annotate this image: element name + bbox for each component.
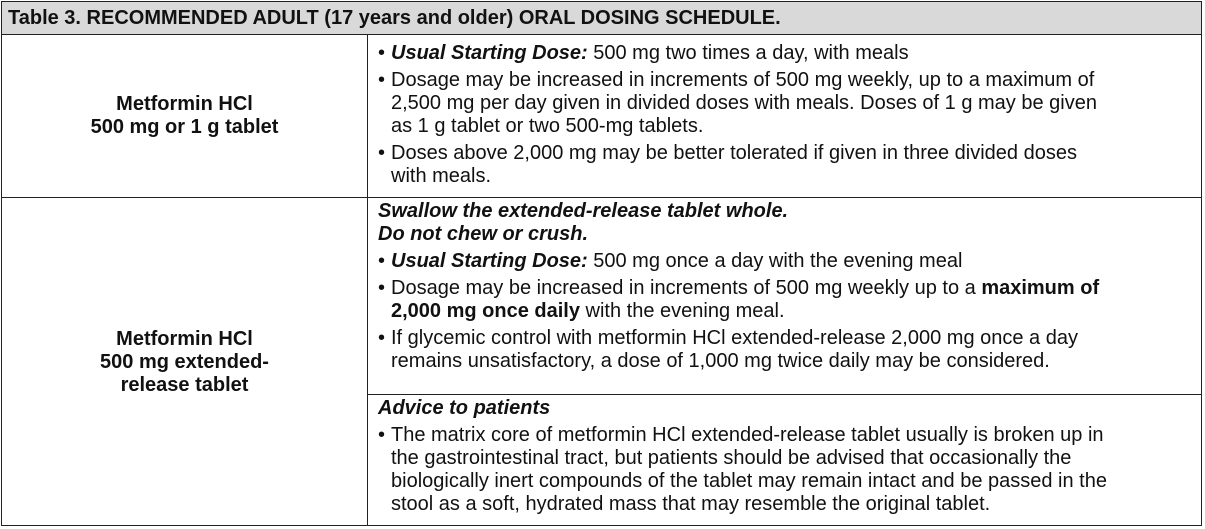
- text-line: biologically inert compounds of the tabl…: [391, 470, 1201, 493]
- bullet-item: Dosage may be increased in increments of…: [378, 69, 1201, 138]
- text-line: The matrix core of metformin HCl extende…: [391, 424, 1201, 447]
- text-line: the gastrointestinal tract, but patients…: [391, 447, 1201, 470]
- bullet-item: Usual Starting Dose: 500 mg two times a …: [378, 42, 1201, 65]
- text-line: 2,000 mg once daily with the evening mea…: [391, 300, 1201, 323]
- text-segment: maximum of: [981, 277, 1100, 299]
- text-segment: the gastrointestinal tract, but patients…: [391, 447, 1072, 469]
- product-form: release tablet: [120, 373, 249, 396]
- text-line: Do not chew or crush.: [378, 223, 1201, 246]
- text-segment: Advice to patients: [378, 397, 551, 419]
- dosing-cell-ir: Usual Starting Dose: 500 mg two times a …: [368, 35, 1201, 198]
- text-segment: 2,500 mg per day given in divided doses …: [391, 92, 1097, 114]
- instruction-text: Swallow the extended-release tablet whol…: [378, 200, 1201, 246]
- text-line: If glycemic control with metformin HCl e…: [391, 327, 1201, 350]
- dosing-cell-er: Swallow the extended-release tablet whol…: [368, 198, 1201, 395]
- bullet-item: If glycemic control with metformin HCl e…: [378, 327, 1201, 373]
- text-segment: 2,000 mg once daily: [391, 300, 580, 322]
- bullet-item: Doses above 2,000 mg may be better toler…: [378, 142, 1201, 188]
- text-segment: Swallow the extended-release tablet whol…: [378, 200, 789, 222]
- table-title: Table 3. RECOMMENDED ADULT (17 years and…: [2, 2, 1201, 35]
- text-segment: 500 mg two times a day, with meals: [587, 42, 909, 64]
- text-segment: biologically inert compounds of the tabl…: [391, 470, 1107, 492]
- text-segment: Dosage may be increased in increments of…: [391, 277, 982, 299]
- text-segment: Doses above 2,000 mg may be better toler…: [391, 142, 1077, 164]
- text-line: Advice to patients: [378, 397, 1201, 420]
- product-name: Metformin HCl: [116, 327, 253, 350]
- text-segment: The matrix core of metformin HCl extende…: [391, 424, 1104, 446]
- text-segment: as 1 g tablet or two 500-mg tablets.: [391, 115, 704, 137]
- text-line: Usual Starting Dose: 500 mg once a day w…: [391, 250, 1201, 273]
- text-segment: stool as a soft, hydrated mass that may …: [391, 493, 991, 515]
- bullet-item: Dosage may be increased in increments of…: [378, 277, 1201, 323]
- text-segment: remains unsatisfactory, a dose of 1,000 …: [391, 350, 1050, 372]
- advice-cell-er: Advice to patients The matrix core of met…: [368, 395, 1201, 526]
- text-segment: Dosage may be increased in increments of…: [391, 69, 1095, 91]
- bullet-item: Usual Starting Dose: 500 mg once a day w…: [378, 250, 1201, 273]
- product-cell-ir: Metformin HCl 500 mg or 1 g tablet: [2, 35, 368, 198]
- product-name: Metformin HCl: [116, 93, 253, 115]
- text-line: with meals.: [391, 165, 1201, 188]
- text-segment: If glycemic control with metformin HCl e…: [391, 327, 1078, 349]
- text-segment: with the evening meal.: [579, 300, 785, 322]
- text-segment: Usual Starting Dose:: [391, 250, 588, 272]
- text-line: 2,500 mg per day given in divided doses …: [391, 92, 1201, 115]
- product-strength: 500 mg extended-: [100, 350, 269, 373]
- text-line: Dosage may be increased in increments of…: [391, 69, 1201, 92]
- bullet-item: The matrix core of metformin HCl extende…: [378, 424, 1201, 516]
- text-segment: with meals.: [391, 165, 492, 187]
- product-cell-er: Metformin HCl 500 mg extended- release t…: [2, 198, 368, 526]
- text-line: stool as a soft, hydrated mass that may …: [391, 493, 1201, 516]
- text-segment: Usual Starting Dose:: [391, 42, 588, 64]
- text-line: Swallow the extended-release tablet whol…: [378, 200, 1201, 223]
- text-line: Dosage may be increased in increments of…: [391, 277, 1201, 300]
- text-line: as 1 g tablet or two 500-mg tablets.: [391, 115, 1201, 138]
- text-segment: Do not chew or crush.: [378, 223, 589, 245]
- text-line: Usual Starting Dose: 500 mg two times a …: [391, 42, 1201, 65]
- text-line: remains unsatisfactory, a dose of 1,000 …: [391, 350, 1201, 373]
- product-strength: 500 mg or 1 g tablet: [90, 116, 279, 138]
- text-line: Doses above 2,000 mg may be better toler…: [391, 142, 1201, 165]
- instruction-text: Advice to patients: [378, 397, 1201, 420]
- text-segment: 500 mg once a day with the evening meal: [587, 250, 963, 272]
